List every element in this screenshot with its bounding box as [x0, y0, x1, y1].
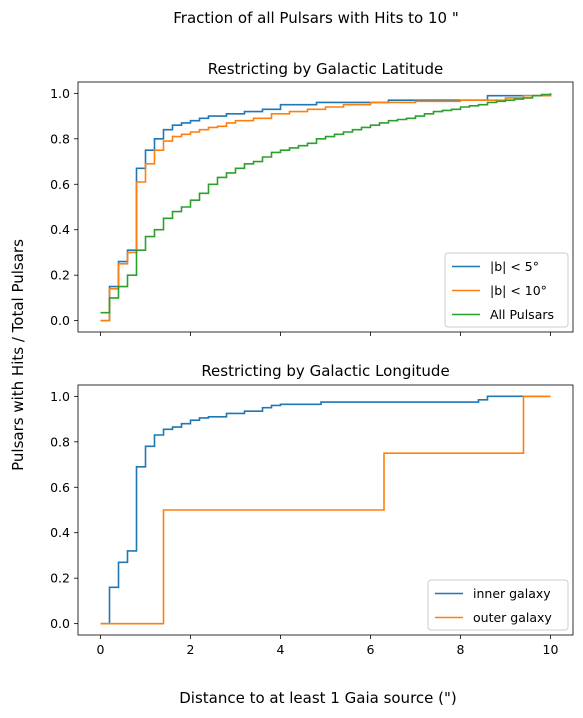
- longitude-ytick-label: 0.0: [50, 616, 70, 631]
- latitude-legend-label: |b| < 10°: [490, 283, 547, 298]
- latitude-ticks: 0.0 0.2 0.4 0.6 0.8 1.0: [50, 86, 551, 336]
- latitude-ytick-label: 1.0: [50, 86, 70, 101]
- longitude-ytick-label: 1.0: [50, 389, 70, 404]
- longitude-xtick-label: 8: [457, 642, 465, 657]
- longitude-series-layer: [100, 395, 551, 625]
- latitude-legend: |b| < 5° |b| < 10° All Pulsars: [444, 252, 569, 328]
- figure-supylabel: Pulsars with Hits / Total Pulsars: [9, 239, 27, 471]
- longitude-xtick-label: 2: [187, 642, 195, 657]
- latitude-ytick-label: 0.0: [50, 313, 70, 328]
- latitude-legend-label: All Pulsars: [490, 307, 554, 322]
- latitude-ytick-label: 0.6: [50, 177, 70, 192]
- longitude-axes-frame: [77, 384, 574, 636]
- latitude-panel-title: Restricting by Galactic Latitude: [208, 60, 444, 78]
- figure-supxlabel: Distance to at least 1 Gaia source ("): [179, 689, 457, 707]
- longitude-panel: Restricting by Galactic Longitude 0 2 4 6 8 1…: [50, 362, 574, 657]
- latitude-series-layer: [100, 93, 552, 322]
- longitude-ticks: 0 2 4 6 8 10 0.0 0.2 0.4 0.6 0.8 1.0: [50, 389, 558, 657]
- longitude-ytick-label: 0.2: [50, 571, 70, 586]
- latitude-panel: Restricting by Galactic Latitude 0.00.20…: [50, 60, 574, 336]
- latitude-axes-frame: [77, 81, 574, 333]
- latitude-series-0-line: [100, 93, 552, 322]
- longitude-xtick-label: 6: [367, 642, 375, 657]
- longitude-ytick-label: 0.8: [50, 434, 70, 449]
- latitude-series-1-line: [100, 93, 552, 322]
- latitude-series-2-line: [100, 93, 552, 314]
- longitude-xtick-label: 10: [543, 642, 559, 657]
- longitude-ytick-label: 0.6: [50, 480, 70, 495]
- latitude-ytick-label: 0.8: [50, 131, 70, 146]
- longitude-legend: inner galaxy outer galaxy: [427, 579, 569, 631]
- latitude-legend-label: |b| < 5°: [490, 259, 539, 274]
- longitude-ytick-label: 0.4: [50, 525, 70, 540]
- longitude-xtick-label: 4: [277, 642, 285, 657]
- longitude-series-1-line: [100, 395, 551, 625]
- figure-suptitle: Fraction of all Pulsars with Hits to 10 …: [173, 9, 458, 27]
- longitude-xtick-label: 0: [97, 642, 105, 657]
- longitude-panel-title: Restricting by Galactic Longitude: [201, 362, 449, 380]
- latitude-legend-box: [444, 252, 569, 328]
- latitude-ytick-label: 0.4: [50, 222, 70, 237]
- longitude-legend-label: outer galaxy: [473, 610, 552, 625]
- longitude-series-0-line: [100, 395, 551, 625]
- longitude-legend-label: inner galaxy: [473, 586, 551, 601]
- latitude-ytick-label: 0.2: [50, 268, 70, 283]
